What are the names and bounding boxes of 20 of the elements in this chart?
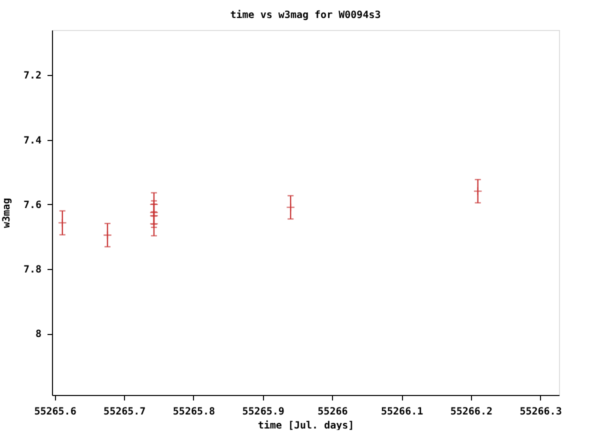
- x-tick-label: 55265.8: [172, 406, 216, 418]
- y-tick-label: 7.2: [23, 70, 42, 82]
- x-tick-label: 55265.9: [242, 406, 284, 418]
- x-tick-label: 55265.7: [104, 406, 146, 418]
- x-tick-label: 55266.3: [520, 406, 562, 418]
- x-tick-label: 55266: [318, 406, 348, 418]
- point: [58, 218, 67, 228]
- y-tick-label: 7.6: [23, 200, 42, 211]
- point: [149, 200, 158, 209]
- point: [103, 230, 112, 240]
- x-tick-label: 55265.6: [34, 406, 76, 418]
- point: [286, 202, 296, 212]
- chart-title: time vs w3mag for W0094s3: [230, 9, 381, 21]
- y-axis-title: w3mag: [1, 198, 12, 228]
- x-tick-label: 55266.1: [380, 406, 424, 418]
- x-tick-label: 55266.2: [450, 406, 492, 418]
- point: [473, 186, 482, 196]
- y-tick-label: 7.4: [23, 135, 42, 146]
- y-tick-label: 8: [35, 329, 42, 340]
- y-tick-label: 7.8: [23, 264, 42, 276]
